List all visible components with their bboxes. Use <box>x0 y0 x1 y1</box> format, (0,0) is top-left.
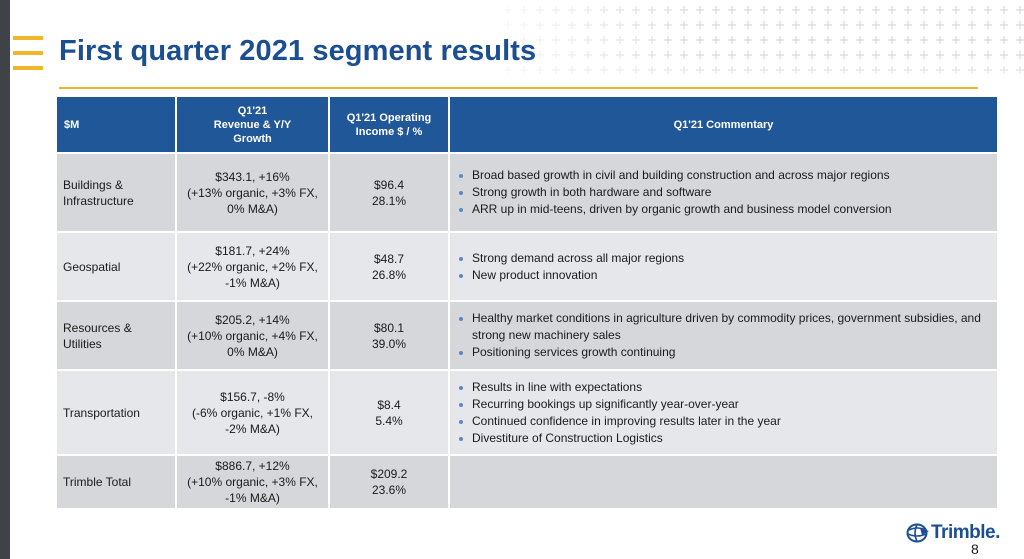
commentary-cell: Strong demand across all major regions Ne… <box>449 232 997 302</box>
trimble-globe-icon <box>906 523 929 543</box>
operating-income-cell: $80.1 39.0% <box>329 301 450 371</box>
commentary-bullet: Broad based growth in civil and building… <box>459 167 987 184</box>
title-underline <box>59 87 978 89</box>
table-row: Transportation $156.7, -8% (-6% organic, +… <box>57 370 997 456</box>
commentary-bullet: Continued confidence in improving result… <box>459 413 987 430</box>
table-row: Buildings & Infrastructure $343.1, +16% (+1… <box>57 153 997 233</box>
commentary-bullet: Strong growth in both hardware and softw… <box>459 184 987 201</box>
operating-income-cell: $96.4 28.1% <box>329 153 450 233</box>
operating-income-cell: $48.7 26.8% <box>329 232 450 302</box>
commentary-cell: Broad based growth in civil and building… <box>449 153 997 233</box>
table-row: Trimble Total $886.7, +12% (+10% organic, … <box>57 455 997 510</box>
segment-name: Geospatial <box>57 232 177 302</box>
title-accent-bars-icon <box>13 36 43 81</box>
commentary-bullet: Results in line with expectations <box>459 379 987 396</box>
table-row: Geospatial $181.7, +24% (+22% organic, +2%… <box>57 232 997 302</box>
segment-results-table: $M Q1'21 Revenue & Y/Y Growth Q1'21 Oper… <box>57 97 997 510</box>
segment-name: Resources & Utilities <box>57 301 177 371</box>
revenue-cell: $343.1, +16% (+13% organic, +3% FX, 0% M&A… <box>176 153 330 233</box>
trimble-wordmark: Trimble. <box>931 522 1000 543</box>
table-header-row: $M Q1'21 Revenue & Y/Y Growth Q1'21 Oper… <box>57 97 997 154</box>
table-row: Resources & Utilities $205.2, +14% (+10% or… <box>57 301 997 371</box>
segment-name: Transportation <box>57 370 177 456</box>
page-number: 8 <box>971 541 979 557</box>
commentary-bullet: Positioning services growth continuing <box>459 344 987 361</box>
revenue-cell: $156.7, -8% (-6% organic, +1% FX, -2% M&A) <box>176 370 330 456</box>
commentary-bullet: Divestiture of Construction Logistics <box>459 430 987 447</box>
commentary-cell: Healthy market conditions in agriculture… <box>449 301 997 371</box>
commentary-cell <box>449 455 997 510</box>
left-edge-bar <box>0 0 10 559</box>
header-revenue: Q1'21 Revenue & Y/Y Growth <box>176 97 330 154</box>
commentary-cell: Results in line with expectations Recurri… <box>449 370 997 456</box>
revenue-cell: $886.7, +12% (+10% organic, +3% FX, -1% M&… <box>176 455 330 510</box>
revenue-cell: $205.2, +14% (+10% organic, +4% FX, 0% M&A… <box>176 301 330 371</box>
operating-income-cell: $8.4 5.4% <box>329 370 450 456</box>
operating-income-cell: $209.2 23.6% <box>329 455 450 510</box>
revenue-cell: $181.7, +24% (+22% organic, +2% FX, -1% M&… <box>176 232 330 302</box>
segment-name: Trimble Total <box>57 455 177 510</box>
header-operating-income: Q1'21 Operating Income $ / % <box>329 97 450 154</box>
header-commentary: Q1'21 Commentary <box>449 97 997 154</box>
commentary-bullet: New product innovation <box>459 267 987 284</box>
commentary-bullet: ARR up in mid-teens, driven by organic g… <box>459 201 987 218</box>
plus-pattern-decoration <box>500 2 1024 78</box>
header-segment: $M <box>57 97 177 154</box>
commentary-bullet: Strong demand across all major regions <box>459 250 987 267</box>
commentary-bullet: Healthy market conditions in agriculture… <box>459 310 987 344</box>
segment-name: Buildings & Infrastructure <box>57 153 177 233</box>
slide-title: First quarter 2021 segment results <box>59 35 537 67</box>
trimble-logo: Trimble. <box>906 522 1000 544</box>
commentary-bullet: Recurring bookings up significantly year… <box>459 396 987 413</box>
